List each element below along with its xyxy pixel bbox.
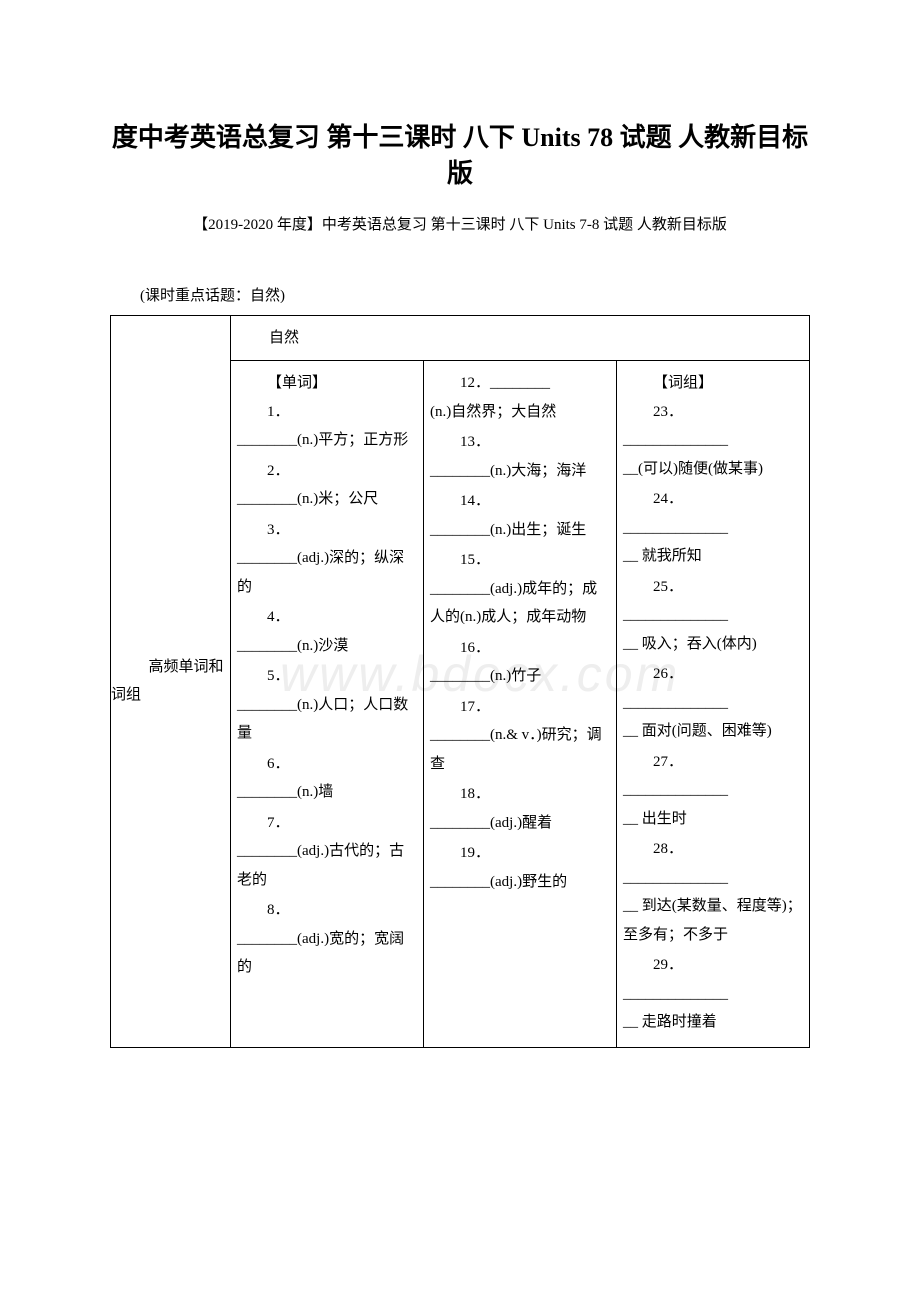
item-blank: ______________ bbox=[623, 514, 803, 543]
item-def: 到达(某数量、程度等)；至多有；不多于 bbox=[623, 898, 802, 943]
item-num: 2． bbox=[267, 463, 290, 479]
column-2: 12．________ (n.)自然界；大自然 13． ________(n.)… bbox=[424, 361, 617, 1048]
item-num: 14． bbox=[460, 493, 490, 509]
topic-cell: 自然 bbox=[231, 315, 810, 361]
item-def: (n.)大海；海洋 bbox=[490, 463, 586, 479]
col3-header: 【词组】 bbox=[623, 369, 803, 398]
item-blank: ________ bbox=[430, 463, 490, 479]
item-num: 27． bbox=[653, 754, 683, 770]
item-blank: ________ bbox=[490, 375, 550, 391]
item-blank: ______________ bbox=[623, 601, 803, 630]
item-num: 8． bbox=[267, 902, 290, 918]
item-blank: ________ bbox=[430, 815, 490, 831]
col1-header: 【单词】 bbox=[237, 369, 417, 398]
item-blank: ________ bbox=[430, 581, 490, 597]
item-num: 15． bbox=[460, 552, 490, 568]
vocab-item: 16． ________(n.)竹子 bbox=[430, 634, 610, 691]
item-blank: ________ bbox=[237, 784, 297, 800]
vocab-item: 17． ________(n.& v．)研究；调查 bbox=[430, 693, 610, 779]
item-blank: ________ bbox=[237, 931, 297, 947]
column-3: 【词组】 23． ______________ __(可以)随便(做某事) 24… bbox=[617, 361, 810, 1048]
topic-note: (课时重点话题：自然) bbox=[110, 284, 810, 305]
phrase-item: 29． ______________ __ 走路时撞着 bbox=[623, 951, 803, 1037]
item-def: (n.)自然界；大自然 bbox=[430, 404, 556, 420]
item-def: 吸入；吞入(体内) bbox=[642, 636, 757, 652]
item-num: 26． bbox=[653, 666, 683, 682]
item-num: 6． bbox=[267, 756, 290, 772]
vocab-item: 19． ________(adj.)野生的 bbox=[430, 839, 610, 896]
item-num: 29． bbox=[653, 957, 683, 973]
item-def: (n.)沙漠 bbox=[297, 638, 348, 654]
item-def: 面对(问题、困难等) bbox=[642, 723, 772, 739]
item-def: 走路时撞着 bbox=[642, 1014, 717, 1030]
item-blank: ________ bbox=[237, 843, 297, 859]
subtitle: 【2019-2020 年度】中考英语总复习 第十三课时 八下 Units 7-8… bbox=[110, 213, 810, 234]
item-num: 25． bbox=[653, 579, 683, 595]
column-1: 【单词】 1． ________(n.)平方；正方形 2． ________(n… bbox=[231, 361, 424, 1048]
vocab-item: 6． ________(n.)墙 bbox=[237, 750, 417, 807]
vocab-item: 1． ________(n.)平方；正方形 bbox=[237, 398, 417, 455]
vocab-item: 2． ________(n.)米；公尺 bbox=[237, 457, 417, 514]
vocab-item: 14． ________(n.)出生；诞生 bbox=[430, 487, 610, 544]
item-num: 23． bbox=[653, 404, 683, 420]
item-num: 19． bbox=[460, 845, 490, 861]
phrase-item: 23． ______________ __(可以)随便(做某事) bbox=[623, 398, 803, 484]
phrase-item: 24． ______________ __ 就我所知 bbox=[623, 485, 803, 571]
vocab-item: 4． ________(n.)沙漠 bbox=[237, 603, 417, 660]
vocab-item: 7． ________(adj.)古代的；古老的 bbox=[237, 809, 417, 895]
item-def: (adj.)醒着 bbox=[490, 815, 552, 831]
item-num: 28． bbox=[653, 841, 683, 857]
item-def: 就我所知 bbox=[642, 548, 702, 564]
vocab-item: 13． ________(n.)大海；海洋 bbox=[430, 428, 610, 485]
vocab-item: 8． ________(adj.)宽的；宽阔的 bbox=[237, 896, 417, 982]
topic-row: 高频单词和词组 自然 bbox=[111, 315, 810, 361]
item-blank: ________ bbox=[237, 491, 297, 507]
item-blank: ________ bbox=[430, 874, 490, 890]
item-blank: ________ bbox=[237, 638, 297, 654]
item-def: (可以)随便(做某事) bbox=[638, 461, 763, 477]
phrase-item: 26． ______________ __ 面对(问题、困难等) bbox=[623, 660, 803, 746]
phrase-item: 27． ______________ __ 出生时 bbox=[623, 748, 803, 834]
vocab-item: 5． ________(n.)人口；人口数量 bbox=[237, 662, 417, 748]
item-blank: ______________ bbox=[623, 980, 803, 1009]
item-blank: ________ bbox=[430, 727, 490, 743]
item-num: 3． bbox=[267, 522, 290, 538]
item-def: (n.)出生；诞生 bbox=[490, 522, 586, 538]
item-def: (n.)墙 bbox=[297, 784, 333, 800]
item-blank: ______________ bbox=[623, 776, 803, 805]
vocab-item: 3． ________(adj.)深的；纵深的 bbox=[237, 516, 417, 602]
vocab-item: 12．________ (n.)自然界；大自然 bbox=[430, 369, 610, 426]
left-header-text: 高频单词和词组 bbox=[111, 653, 224, 710]
item-num: 13． bbox=[460, 434, 490, 450]
item-blank: ________ bbox=[430, 668, 490, 684]
left-header-cell: 高频单词和词组 bbox=[111, 315, 231, 1047]
item-blank: ______________ bbox=[623, 689, 803, 718]
item-def: (adj.)野生的 bbox=[490, 874, 567, 890]
item-blank: ________ bbox=[237, 550, 297, 566]
item-blank: ________ bbox=[430, 522, 490, 538]
item-num: 24． bbox=[653, 491, 683, 507]
item-blank: ______________ bbox=[623, 864, 803, 893]
item-blank: ________ bbox=[237, 697, 297, 713]
item-num: 7． bbox=[267, 815, 290, 831]
page-title: 度中考英语总复习 第十三课时 八下 Units 78 试题 人教新目标版 bbox=[110, 120, 810, 193]
item-def: (n.)米；公尺 bbox=[297, 491, 378, 507]
item-num: 4． bbox=[267, 609, 290, 625]
item-num: 16． bbox=[460, 640, 490, 656]
item-def: (n.)平方；正方形 bbox=[297, 432, 408, 448]
item-blank: ______________ bbox=[623, 426, 803, 455]
item-num: 12． bbox=[460, 375, 490, 391]
item-blank: ________ bbox=[237, 432, 297, 448]
item-def: 出生时 bbox=[642, 811, 687, 827]
item-num: 18． bbox=[460, 786, 490, 802]
item-def: (n.)竹子 bbox=[490, 668, 541, 684]
item-num: 1． bbox=[267, 404, 290, 420]
item-num: 17． bbox=[460, 699, 490, 715]
phrase-item: 25． ______________ __ 吸入；吞入(体内) bbox=[623, 573, 803, 659]
vocab-item: 18． ________(adj.)醒着 bbox=[430, 780, 610, 837]
vocab-item: 15． ________(adj.)成年的；成人的(n.)成人；成年动物 bbox=[430, 546, 610, 632]
phrase-item: 28． ______________ __ 到达(某数量、程度等)；至多有；不多… bbox=[623, 835, 803, 949]
vocab-table: 高频单词和词组 自然 【单词】 1． ________(n.)平方；正方形 2．… bbox=[110, 315, 810, 1048]
item-num: 5． bbox=[267, 668, 290, 684]
